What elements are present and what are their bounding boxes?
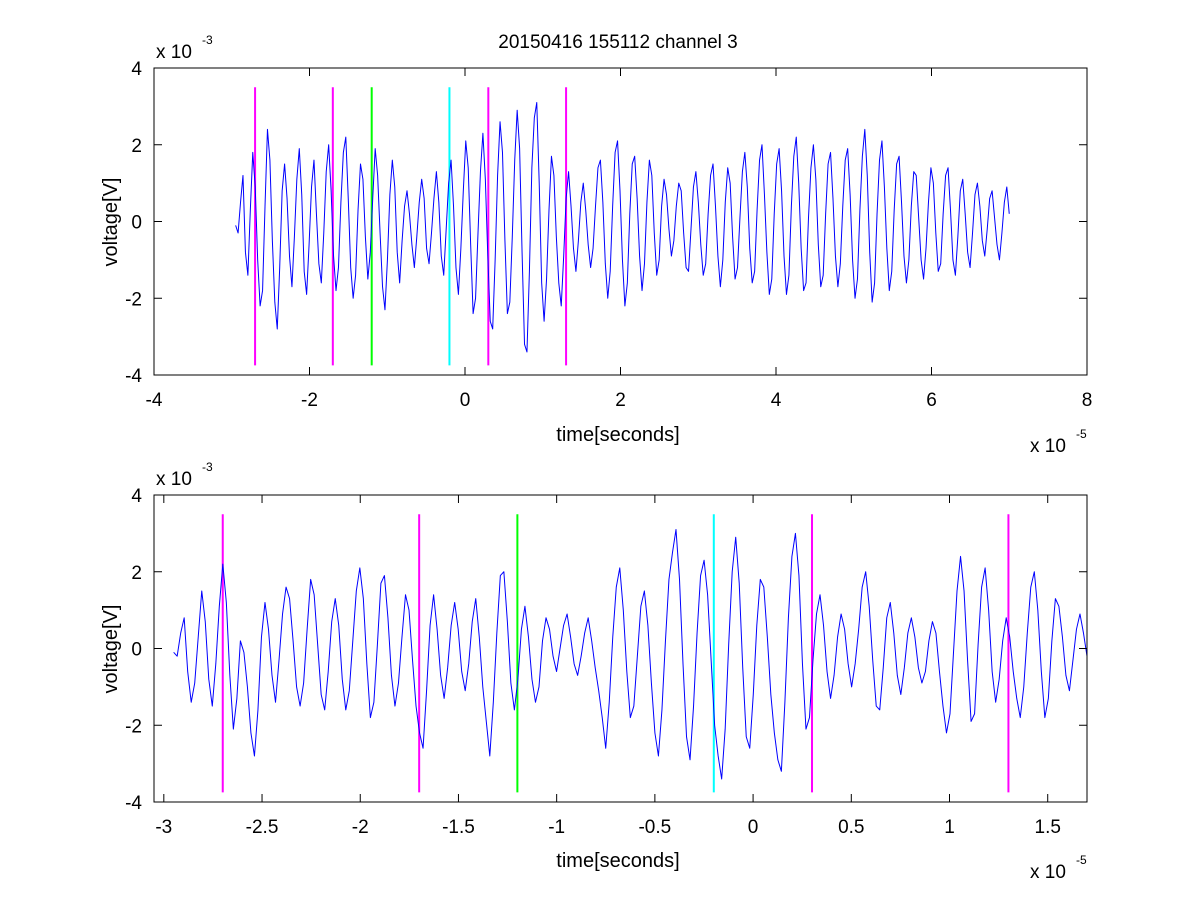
top-plot-y-axis-label: voltage[V]: [100, 178, 122, 267]
top-x-tick-label: 0: [460, 390, 471, 411]
bottom-plot-x-axis-label: time[seconds]: [556, 850, 679, 872]
bottom-plot-x-ticks: -3 -2.5 -2 -1.5 -1 -0.5 0 0.5 1 1.5: [155, 495, 1061, 838]
top-y-tick-label: 0: [131, 213, 142, 234]
top-x-tick-label: 8: [1082, 390, 1093, 411]
bottom-x-tick-label: 1: [944, 817, 955, 838]
bottom-plot-markers: [221, 514, 1010, 793]
bottom-y-tick-label: 4: [131, 486, 142, 507]
bottom-plot-y-ticks: -4 -2 0 2 4: [125, 486, 1087, 814]
bottom-y-tick-label: 2: [131, 563, 142, 584]
bottom-x-tick-label: -0.5: [638, 817, 671, 838]
top-x-tick-label: -2: [301, 390, 318, 411]
top-plot-x-ticks: -4 -2 0 2 4 6 8: [146, 68, 1093, 411]
top-y-tick-label: 4: [131, 59, 142, 80]
top-y-tick-label: 2: [131, 136, 142, 157]
top-plot-x-axis-label: time[seconds]: [556, 424, 679, 446]
top-y-tick-label: -4: [125, 366, 142, 387]
top-plot-series: [235, 102, 1010, 353]
bottom-plot-y-multiplier: x 10: [156, 469, 192, 490]
bottom-x-tick-label: -2: [352, 817, 369, 838]
top-x-tick-label: 6: [926, 390, 937, 411]
top-signal-series-0: [235, 102, 1010, 353]
bottom-x-tick-label: -2.5: [246, 817, 279, 838]
bottom-plot-x-multiplier: x 10: [1030, 862, 1066, 883]
top-plot: 20150416 155112 channel 3 -4 -2 0 2 4 6 8 -4 -2…: [100, 32, 1092, 457]
bottom-signal-series-0: [173, 529, 1088, 780]
bottom-plot-series: [173, 529, 1088, 780]
top-x-tick-label: 2: [615, 390, 626, 411]
bottom-x-tick-label: -3: [155, 817, 172, 838]
bottom-y-tick-label: 0: [131, 640, 142, 661]
bottom-plot-y-multiplier-exponent: -3: [202, 460, 213, 474]
top-plot-y-multiplier: x 10: [156, 42, 192, 63]
top-x-tick-label: -4: [146, 390, 163, 411]
bottom-y-tick-label: -2: [125, 716, 142, 737]
top-x-tick-label: 4: [771, 390, 782, 411]
bottom-y-tick-label: -4: [125, 793, 142, 814]
bottom-x-tick-label: 0.5: [838, 817, 864, 838]
top-plot-y-multiplier-exponent: -3: [202, 33, 213, 47]
top-plot-title: 20150416 155112 channel 3: [498, 32, 738, 53]
bottom-plot: -3 -2.5 -2 -1.5 -1 -0.5 0 0.5 1 1.5 -4 -2 0 2 4 time[…: [100, 460, 1088, 883]
bottom-plot-y-axis-label: voltage[V]: [100, 605, 122, 694]
top-plot-x-multiplier-exponent: -5: [1076, 427, 1087, 441]
top-plot-y-ticks: -4 -2 0 2 4: [125, 59, 1087, 387]
bottom-x-tick-label: -1.5: [442, 817, 475, 838]
top-plot-x-multiplier: x 10: [1030, 436, 1066, 457]
bottom-x-tick-label: 0: [748, 817, 759, 838]
bottom-x-tick-label: -1: [548, 817, 565, 838]
bottom-plot-x-multiplier-exponent: -5: [1076, 853, 1087, 867]
bottom-x-tick-label: 1.5: [1035, 817, 1061, 838]
top-y-tick-label: -2: [125, 289, 142, 310]
